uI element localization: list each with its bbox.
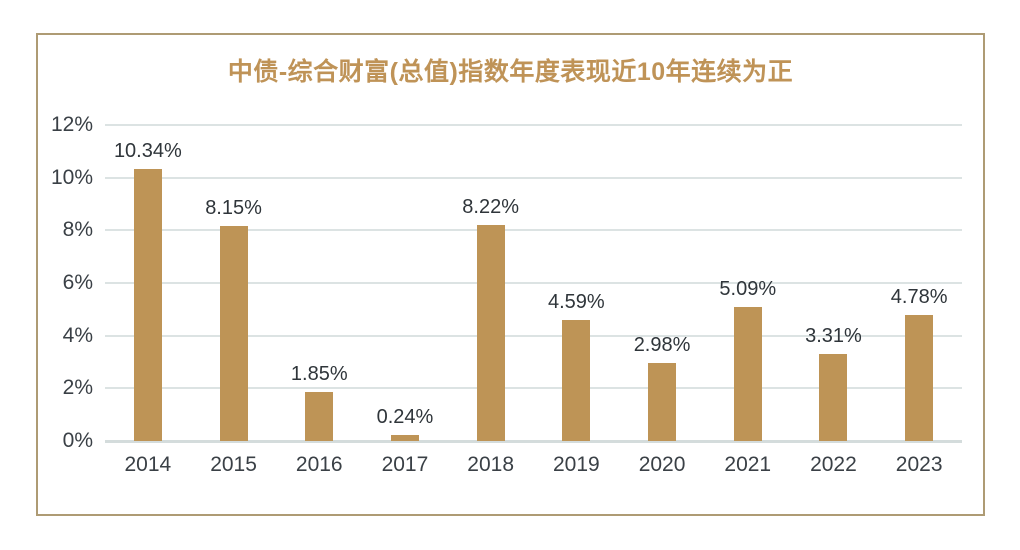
x-axis-label-2023: 2023 [895,453,943,476]
gridline-2pct [105,387,962,390]
y-axis-tick-label: 6% [62,271,93,294]
bar-2022 [819,354,848,441]
bar-value-label-2016: 1.85% [290,363,348,385]
x-axis-label-2021: 2021 [724,453,772,476]
x-axis-label-2015: 2015 [210,453,257,476]
bar-value-label-2014: 10.34% [113,140,182,162]
bar-2020 [648,363,677,441]
plot-area: 12% 10% 8% 6% 4% 2% 0% 10.34% 2014 8.15% 2015 1.85%… [51,114,962,476]
bar-2015 [219,226,248,441]
gridline-8pct [105,229,962,232]
y-axis-tick-label: 0% [62,429,93,452]
chart-frame: 中债-综合财富(总值)指数年度表现近10年连续为正 12% 10% 8% 6% 4% 2%… [36,33,985,516]
bar-2017 [390,435,419,441]
bar-value-label-2023: 4.78% [890,286,948,308]
y-axis-tick-label: 4% [62,323,93,347]
bar-2018 [476,225,505,441]
gridline-0pct [105,440,962,443]
bar-2016 [305,392,334,441]
bar-value-label-2022: 3.31% [805,325,862,347]
x-axis-label-2022: 2022 [810,453,857,476]
gridline-12pct [105,124,962,126]
bar-value-label-2015: 8.15% [205,197,262,219]
x-axis-label-2016: 2016 [295,453,343,476]
x-axis-label-2020: 2020 [638,453,686,476]
bar-2023 [905,315,934,441]
bar-value-label-2019: 4.59% [547,291,605,313]
bar-2019 [562,320,591,441]
gridline-6pct [105,282,962,284]
bar-value-label-2020: 2.98% [633,334,691,356]
bar-value-label-2018: 8.22% [462,196,519,218]
x-axis-label-2014: 2014 [124,453,172,476]
y-axis-tick-label: 12% [50,113,93,136]
bar-value-label-2017: 0.24% [376,406,434,428]
gridline-10pct [105,176,962,179]
y-axis-tick-label: 2% [62,376,93,400]
bar-2021 [733,307,762,441]
gridline-4pct [105,334,962,337]
y-axis-tick-label: 10% [50,165,93,189]
y-axis-tick-label: 8% [62,218,93,242]
x-axis-label-2018: 2018 [467,453,514,476]
bar-2014 [133,169,162,441]
chart-title: 中债-综合财富(总值)指数年度表现近10年连续为正 [227,58,794,86]
bar-value-label-2021: 5.09% [719,278,777,300]
x-axis-label-2019: 2019 [552,453,600,476]
x-axis-label-2017: 2017 [381,453,429,476]
